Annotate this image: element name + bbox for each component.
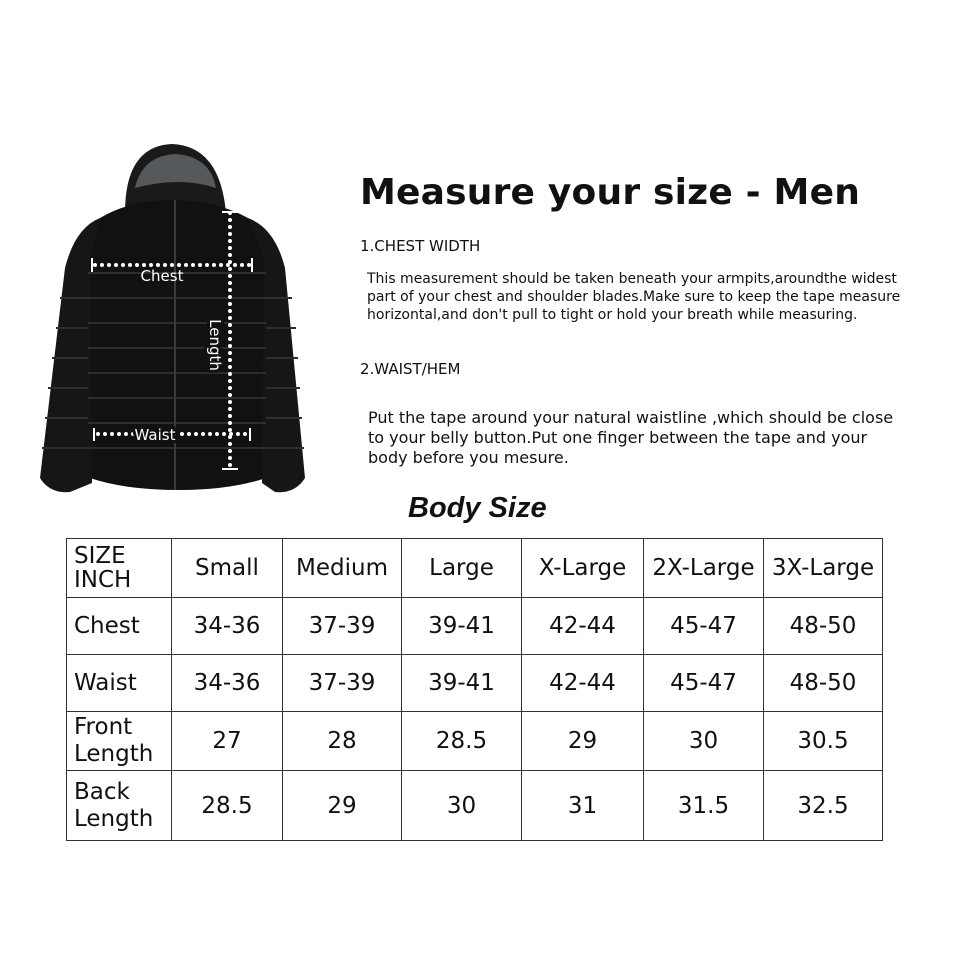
- text-line: to your belly button.Put one finger betw…: [368, 428, 868, 447]
- row-header: Waist: [66, 654, 172, 712]
- row-label: Chest: [74, 613, 140, 639]
- table-cell: 48-50: [763, 597, 883, 655]
- corner-cell: SIZE INCH: [66, 538, 172, 598]
- table-cell: 31.5: [643, 770, 764, 841]
- section-text-chest: This measurement should be taken beneath…: [367, 270, 900, 324]
- column-header: 3X-Large: [763, 538, 883, 598]
- text-line: horizontal,and don't pull to tight or ho…: [367, 307, 858, 323]
- table-row: Chest 34-36 37-39 39-41 42-44 45-47 48-50: [66, 597, 883, 655]
- table-cell: 29: [521, 711, 644, 771]
- table-cell: 34-36: [171, 597, 283, 655]
- column-header: X-Large: [521, 538, 644, 598]
- table-cell: 45-47: [643, 597, 764, 655]
- corner-size: SIZE: [74, 543, 126, 569]
- table-row: Back Length 28.5 29 30 31 31.5 32.5: [66, 770, 883, 841]
- table-cell: 30.5: [763, 711, 883, 771]
- table-cell: 32.5: [763, 770, 883, 841]
- text-line: This measurement should be taken beneath…: [367, 271, 897, 287]
- chest-label: Chest: [141, 267, 184, 285]
- table-cell: 28.5: [171, 770, 283, 841]
- row-header: Chest: [66, 597, 172, 655]
- table-cell: 42-44: [521, 654, 644, 712]
- section-heading-chest: 1.CHEST WIDTH: [360, 237, 481, 255]
- row-label: Waist: [74, 670, 137, 696]
- table-cell: 39-41: [401, 654, 522, 712]
- table-title: Body Size: [408, 492, 547, 524]
- table-cell: 29: [282, 770, 402, 841]
- text-line: Put the tape around your natural waistli…: [368, 408, 894, 427]
- section-heading-waist: 2.WAIST/HEM: [360, 360, 461, 378]
- table-cell: 28.5: [401, 711, 522, 771]
- row-header: Front Length: [66, 711, 172, 771]
- table-row: Waist 34-36 37-39 39-41 42-44 45-47 48-50: [66, 654, 883, 712]
- text-line: part of your chest and shoulder blades.M…: [367, 289, 901, 305]
- page-title: Measure your size - Men: [360, 172, 861, 213]
- table-cell: 30: [401, 770, 522, 841]
- column-header: Small: [171, 538, 283, 598]
- table-cell: 42-44: [521, 597, 644, 655]
- table-cell: 48-50: [763, 654, 883, 712]
- table-header-row: SIZE INCH Small Medium Large X-Large 2X-…: [66, 538, 883, 598]
- table-cell: 30: [643, 711, 764, 771]
- table-cell: 37-39: [282, 654, 402, 712]
- section-text-waist: Put the tape around your natural waistli…: [368, 408, 893, 468]
- table-cell: 28: [282, 711, 402, 771]
- table-cell: 34-36: [171, 654, 283, 712]
- row-label: Front: [74, 714, 133, 740]
- corner-unit: INCH: [74, 567, 132, 593]
- column-header: Medium: [282, 538, 402, 598]
- table-cell: 37-39: [282, 597, 402, 655]
- row-label: Back: [74, 778, 130, 805]
- table-cell: 31: [521, 770, 644, 841]
- table-cell: 27: [171, 711, 283, 771]
- waist-label: Waist: [135, 426, 176, 444]
- table-cell: 39-41: [401, 597, 522, 655]
- text-line: body before you mesure.: [368, 448, 569, 467]
- size-table: SIZE INCH Small Medium Large X-Large 2X-…: [66, 538, 883, 841]
- table-row: Front Length 27 28 28.5 29 30 30.5: [66, 711, 883, 771]
- row-label: Length: [74, 805, 154, 832]
- table-cell: 45-47: [643, 654, 764, 712]
- row-header: Back Length: [66, 770, 172, 841]
- row-label: Length: [74, 741, 154, 767]
- column-header: Large: [401, 538, 522, 598]
- column-header: 2X-Large: [643, 538, 764, 598]
- length-label: Length: [206, 319, 224, 371]
- jacket-image: Chest Waist Length: [40, 144, 305, 493]
